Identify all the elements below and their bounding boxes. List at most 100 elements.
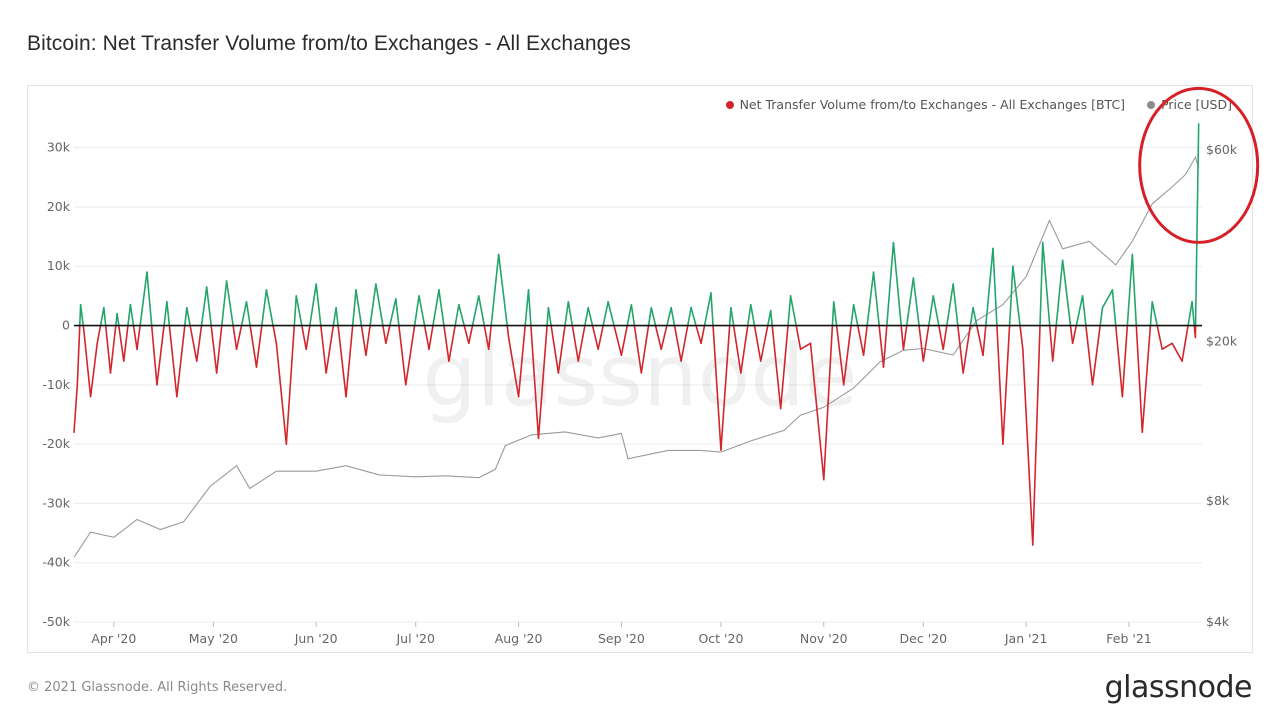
- net-flow-segment-positive: [79, 303, 85, 327]
- net-flow-segment-negative: [1048, 324, 1054, 362]
- net-flow-segment-negative: [680, 324, 689, 362]
- legend-label-net-transfer: Net Transfer Volume from/to Exchanges - …: [739, 97, 1126, 112]
- net-flow-segment-negative: [76, 324, 81, 386]
- net-flow-segment-negative: [822, 324, 834, 481]
- legend-item-net-transfer[interactable]: Net Transfer Volume from/to Exchanges - …: [725, 97, 1126, 112]
- net-flow-segment-negative: [1051, 324, 1058, 362]
- net-flow-segment-negative: [136, 324, 141, 351]
- net-flow-segment-positive: [686, 306, 692, 327]
- x-tick-label: Jan '21: [1004, 631, 1048, 646]
- net-flow-segment-positive: [584, 306, 590, 327]
- x-tick-label: Aug '20: [495, 631, 543, 646]
- net-flow-segment-positive: [413, 295, 420, 327]
- net-flow-segment-positive: [1041, 241, 1051, 327]
- net-flow-segment-negative: [189, 324, 198, 362]
- net-flow-segment-positive: [200, 286, 208, 327]
- net-flow-segment-positive: [225, 280, 234, 327]
- net-flow-segment-positive: [99, 306, 105, 327]
- net-flow-segment-positive: [972, 306, 978, 327]
- y-right-tick-label: $20k: [1206, 333, 1238, 348]
- net-flow-segment-positive: [650, 306, 657, 327]
- net-flow-segment-negative: [507, 336, 520, 398]
- net-flow-segment-negative: [104, 324, 112, 374]
- net-flow-segment-positive: [432, 289, 440, 327]
- legend-item-price[interactable]: Price [USD]: [1147, 97, 1232, 112]
- net-flow-segment-positive: [309, 283, 317, 327]
- net-flow-segment-positive: [564, 301, 570, 327]
- net-flow-segment-negative: [695, 324, 702, 345]
- net-flow-segment-negative: [976, 324, 984, 356]
- net-flow-segment-positive: [1149, 301, 1154, 327]
- net-flow-segment-negative: [443, 324, 450, 362]
- net-flow-segment-negative: [89, 342, 99, 398]
- net-flow-segment-positive: [477, 295, 486, 327]
- net-flow-segment-positive: [872, 271, 880, 327]
- net-flow-segment-negative: [996, 324, 1004, 445]
- net-flow-segment-negative: [1135, 324, 1144, 434]
- net-flow-segment-positive: [710, 292, 714, 327]
- net-flow-segment-positive: [220, 280, 228, 327]
- net-flow-segment-positive: [1191, 301, 1196, 327]
- net-flow-segment-negative: [1161, 342, 1173, 351]
- net-flow-segment-positive: [490, 253, 500, 327]
- net-flow-segment-positive: [127, 303, 132, 327]
- net-flow-segment-negative: [1181, 324, 1189, 362]
- net-flow-segment-negative: [176, 324, 186, 398]
- net-flow-segment-positive: [567, 301, 574, 327]
- net-flow-segment-positive: [666, 306, 672, 327]
- y-left-tick-label: 20k: [47, 199, 71, 214]
- net-flow-segment-negative: [235, 324, 243, 351]
- net-flow-segment-negative: [779, 324, 789, 410]
- net-flow-segment-positive: [418, 295, 426, 327]
- net-flow-segment-negative: [577, 324, 586, 362]
- net-flow-segment-positive: [369, 283, 377, 327]
- brand-logo[interactable]: glassnode: [1104, 670, 1253, 705]
- net-flow-segment-positive: [293, 295, 298, 327]
- chart-frame: [27, 85, 1253, 653]
- highlight-circle: [1138, 86, 1260, 244]
- net-flow-segment-positive: [886, 241, 895, 327]
- net-flow-segment-negative: [640, 324, 650, 374]
- net-flow-segment-positive: [1131, 253, 1138, 327]
- net-flow-segment-positive: [315, 283, 322, 327]
- y-left-tick-label: -10k: [42, 377, 70, 392]
- net-flow-segment-negative: [1032, 324, 1041, 546]
- net-flow-segment-positive: [139, 271, 148, 327]
- y-left-tick-label: -40k: [42, 555, 70, 570]
- chart-title: Bitcoin: Net Transfer Volume from/to Exc…: [27, 32, 631, 55]
- net-flow-segment-positive: [438, 289, 445, 327]
- net-flow-segment-negative: [835, 324, 845, 386]
- net-flow-segment-negative: [712, 324, 722, 451]
- x-tick-label: Feb '21: [1106, 631, 1151, 646]
- y-right-tick-label: $4k: [1206, 614, 1230, 629]
- net-flow-segment-negative: [842, 324, 852, 386]
- net-flow-segment-positive: [1008, 265, 1014, 327]
- net-flow-segment-negative: [463, 324, 470, 345]
- net-flow-segment-positive: [946, 283, 954, 327]
- y-left-tick-label: 10k: [47, 258, 71, 273]
- net-flow-segment-positive: [524, 289, 530, 327]
- net-flow-segment-negative: [922, 324, 930, 362]
- net-flow-segment-positive: [355, 289, 363, 327]
- net-flow-segment-negative: [467, 324, 474, 345]
- net-flow-segment-positive: [265, 289, 274, 327]
- y-left-tick-label: 30k: [47, 140, 71, 155]
- net-flow-segment-positive: [1101, 289, 1114, 309]
- net-flow-segment-negative: [942, 324, 948, 351]
- y-left-tick-label: -20k: [42, 436, 70, 451]
- net-flow-segment-positive: [607, 301, 615, 327]
- y-left-tick-label: 0: [62, 318, 70, 333]
- net-flow-segment-negative: [156, 324, 165, 386]
- net-flow-segment-negative: [530, 324, 540, 439]
- net-flow-segment-positive: [647, 306, 653, 327]
- net-flow-segment-positive: [261, 289, 268, 327]
- net-flow-segment-negative: [654, 324, 663, 351]
- net-flow-segment-negative: [620, 324, 629, 356]
- net-flow-segment-positive: [458, 303, 466, 327]
- net-flow-segment-positive: [905, 277, 915, 327]
- net-flow-segment-negative: [1114, 324, 1124, 398]
- net-flow-segment-positive: [690, 306, 697, 327]
- net-flow-segment-negative: [517, 324, 527, 398]
- net-flow-segment-negative: [633, 324, 643, 374]
- net-flow-segment-positive: [547, 306, 552, 327]
